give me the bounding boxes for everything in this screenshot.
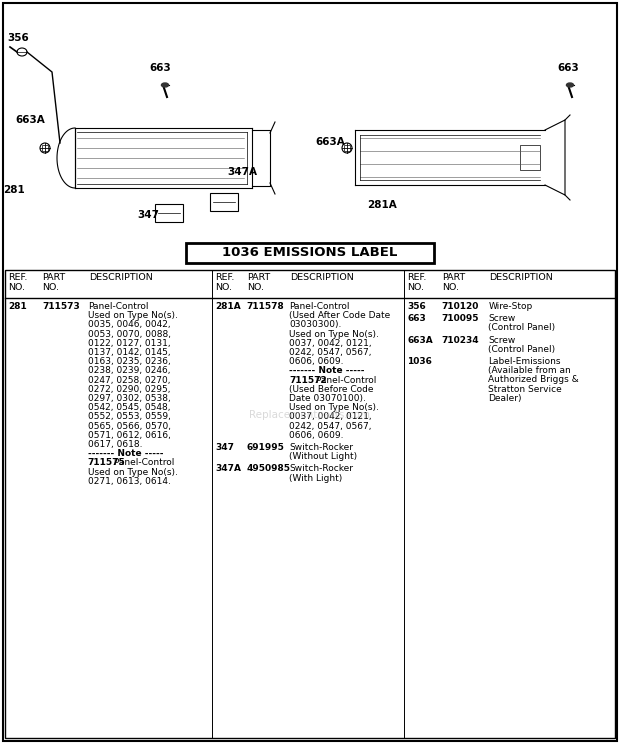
Bar <box>5 270 615 738</box>
Text: 0242, 0547, 0567,: 0242, 0547, 0567, <box>289 348 371 357</box>
Text: 0297, 0302, 0538,: 0297, 0302, 0538, <box>88 394 170 403</box>
Text: 0271, 0613, 0614.: 0271, 0613, 0614. <box>88 477 170 486</box>
Text: Switch-Rocker: Switch-Rocker <box>289 464 353 473</box>
Text: PART
NO.: PART NO. <box>442 273 465 292</box>
Text: PART
NO.: PART NO. <box>42 273 66 292</box>
Text: 347: 347 <box>215 443 234 452</box>
Text: 356: 356 <box>7 33 29 43</box>
Text: 03030300).: 03030300). <box>289 321 341 330</box>
Text: DESCRIPTION: DESCRIPTION <box>489 273 553 282</box>
Text: REF.
NO.: REF. NO. <box>215 273 234 292</box>
Text: Screw: Screw <box>489 314 516 323</box>
Text: Screw: Screw <box>489 336 516 344</box>
Text: Switch-Rocker: Switch-Rocker <box>289 443 353 452</box>
Text: 0552, 0553, 0559,: 0552, 0553, 0559, <box>88 412 170 421</box>
Text: 0037, 0042, 0121,: 0037, 0042, 0121, <box>289 339 371 347</box>
Text: (Available from an: (Available from an <box>489 366 571 375</box>
Bar <box>520 145 540 170</box>
Text: 710120: 710120 <box>442 302 479 311</box>
Text: 281: 281 <box>8 302 27 311</box>
Text: 1036 EMISSIONS LABEL: 1036 EMISSIONS LABEL <box>223 246 397 260</box>
Text: 663A: 663A <box>407 336 433 344</box>
Text: 281: 281 <box>3 185 25 195</box>
Text: 663A: 663A <box>15 115 45 125</box>
Text: Panel-Control: Panel-Control <box>289 302 350 311</box>
Ellipse shape <box>161 83 169 87</box>
Text: 663: 663 <box>557 63 579 73</box>
Text: 281A: 281A <box>367 200 397 210</box>
Text: 663A: 663A <box>315 137 345 147</box>
Text: 1036: 1036 <box>407 357 432 366</box>
Text: 0035, 0046, 0042,: 0035, 0046, 0042, <box>88 321 170 330</box>
Text: (With Light): (With Light) <box>289 474 342 483</box>
Text: 0137, 0142, 0145,: 0137, 0142, 0145, <box>88 348 170 357</box>
Text: ------- Note -----: ------- Note ----- <box>289 366 365 376</box>
Bar <box>344 145 350 151</box>
Text: 0122, 0127, 0131,: 0122, 0127, 0131, <box>88 339 170 347</box>
Text: Panel-Control: Panel-Control <box>312 376 376 385</box>
Text: Used on Type No(s).: Used on Type No(s). <box>88 467 177 477</box>
Text: 347A: 347A <box>215 464 241 473</box>
Text: Authorized Briggs &: Authorized Briggs & <box>489 376 579 385</box>
Text: Wire-Stop: Wire-Stop <box>489 302 533 311</box>
Text: (Control Panel): (Control Panel) <box>489 324 556 333</box>
Text: 663: 663 <box>149 63 171 73</box>
Ellipse shape <box>567 83 574 87</box>
Text: 0272, 0290, 0295,: 0272, 0290, 0295, <box>88 385 170 394</box>
Text: 711578: 711578 <box>247 302 285 311</box>
Text: Dealer): Dealer) <box>489 394 522 403</box>
Text: Date 03070100).: Date 03070100). <box>289 394 366 403</box>
Text: Used on Type No(s).: Used on Type No(s). <box>88 311 177 320</box>
Bar <box>42 145 48 151</box>
Text: 710095: 710095 <box>442 314 479 323</box>
Text: (Used After Code Date: (Used After Code Date <box>289 311 390 320</box>
Text: 4950985: 4950985 <box>247 464 291 473</box>
Text: 281A: 281A <box>215 302 241 311</box>
Text: 0247, 0258, 0270,: 0247, 0258, 0270, <box>88 376 170 385</box>
Text: Used on Type No(s).: Used on Type No(s). <box>289 403 379 412</box>
Text: Used on Type No(s).: Used on Type No(s). <box>289 330 379 339</box>
Text: Panel-Control: Panel-Control <box>88 302 148 311</box>
Text: 356: 356 <box>407 302 426 311</box>
Text: (Without Light): (Without Light) <box>289 452 357 461</box>
Text: REF.
NO.: REF. NO. <box>407 273 427 292</box>
Text: 0238, 0239, 0246,: 0238, 0239, 0246, <box>88 366 170 376</box>
Text: Label-Emissions: Label-Emissions <box>489 357 560 366</box>
Bar <box>210 193 238 211</box>
Text: 0037, 0042, 0121,: 0037, 0042, 0121, <box>289 412 371 421</box>
Text: Panel-Control: Panel-Control <box>112 458 175 467</box>
Text: 711572: 711572 <box>289 376 327 385</box>
Text: REF.
NO.: REF. NO. <box>8 273 27 292</box>
Text: ------- Note -----: ------- Note ----- <box>88 449 163 458</box>
Text: 0606, 0609.: 0606, 0609. <box>289 431 343 440</box>
Text: (Control Panel): (Control Panel) <box>489 344 556 354</box>
Text: 691995: 691995 <box>247 443 285 452</box>
Text: 347A: 347A <box>227 167 257 177</box>
Text: 711573: 711573 <box>42 302 80 311</box>
Text: 0606, 0609.: 0606, 0609. <box>289 357 343 366</box>
Text: 663: 663 <box>407 314 426 323</box>
Text: 0617, 0618.: 0617, 0618. <box>88 440 142 449</box>
Text: 0242, 0547, 0567,: 0242, 0547, 0567, <box>289 422 371 431</box>
Text: 0565, 0566, 0570,: 0565, 0566, 0570, <box>88 422 170 431</box>
Text: DESCRIPTION: DESCRIPTION <box>89 273 153 282</box>
Text: 711575: 711575 <box>88 458 125 467</box>
Text: DESCRIPTION: DESCRIPTION <box>290 273 353 282</box>
Text: Stratton Service: Stratton Service <box>489 385 562 394</box>
Text: 0053, 0070, 0088,: 0053, 0070, 0088, <box>88 330 170 339</box>
Bar <box>155 204 183 222</box>
Bar <box>186 243 434 263</box>
Text: (Used Before Code: (Used Before Code <box>289 385 373 394</box>
Text: 0571, 0612, 0616,: 0571, 0612, 0616, <box>88 431 170 440</box>
Text: 0163, 0235, 0236,: 0163, 0235, 0236, <box>88 357 170 366</box>
Text: Replacementparts.com: Replacementparts.com <box>249 410 371 420</box>
Text: PART
NO.: PART NO. <box>247 273 270 292</box>
Text: 347: 347 <box>137 210 159 220</box>
Text: 0542, 0545, 0548,: 0542, 0545, 0548, <box>88 403 170 412</box>
Text: 710234: 710234 <box>442 336 479 344</box>
